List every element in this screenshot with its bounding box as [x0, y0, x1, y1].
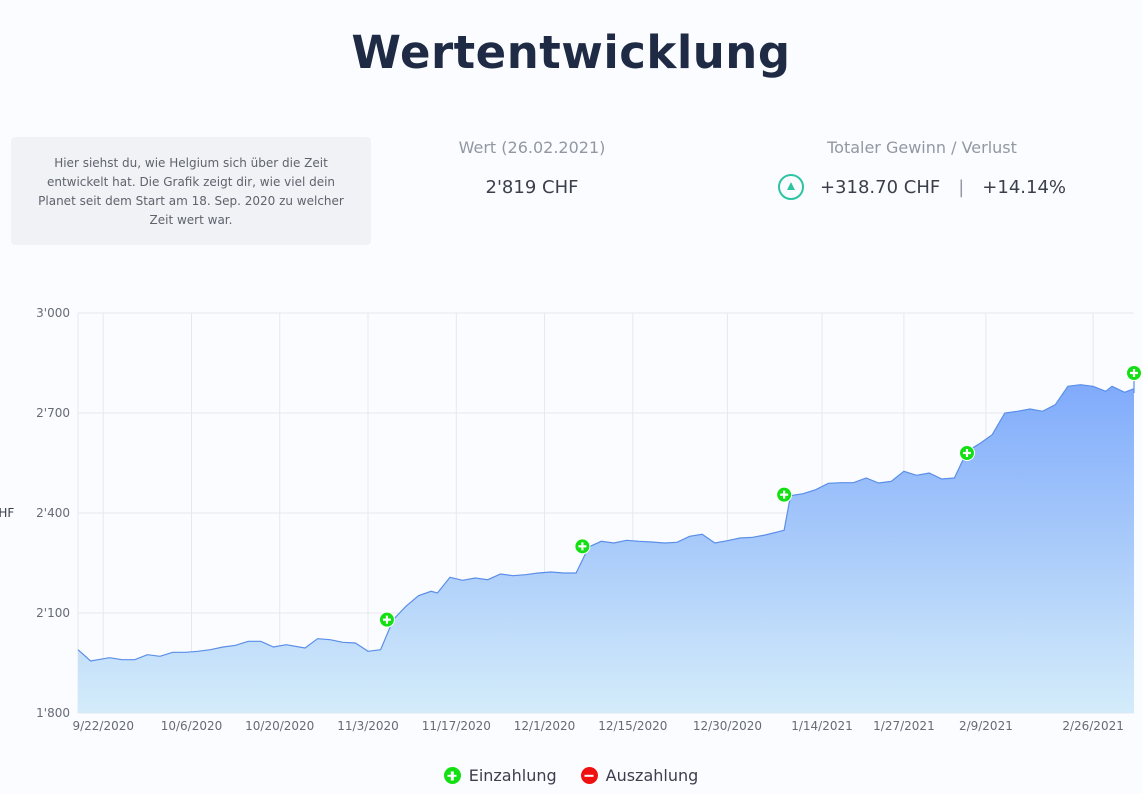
series-line: [77, 373, 1135, 662]
info-box: Hier siehst du, wie Helgium sich über di…: [11, 137, 371, 245]
x-tick-label: 12/15/2020: [598, 719, 667, 733]
gain-percent: +14.14%: [982, 176, 1067, 198]
value-label: Wert (26.02.2021): [458, 138, 606, 157]
chart-area-layer: [77, 373, 1135, 713]
page-title: Wertentwicklung: [351, 26, 791, 79]
x-tick-label: 2/26/2021: [1062, 719, 1124, 733]
x-tick-label: 12/1/2020: [514, 719, 576, 733]
x-tick-label: 10/20/2020: [245, 719, 314, 733]
legend-deposit[interactable]: Einzahlung: [443, 766, 557, 785]
legend-deposit-label: Einzahlung: [468, 766, 557, 785]
gain-values: +318.70 CHF | +14.14%: [772, 174, 1072, 200]
y-tick-label: 1'800: [36, 706, 70, 720]
chart-axis-labels: 1'800 2'100 2'400 2'700 3'000 9/22/2020 10/6/2…: [0, 306, 1124, 733]
deposit-marker: [378, 611, 395, 628]
x-tick-label: 12/30/2020: [693, 719, 762, 733]
series-area: [78, 373, 1134, 713]
x-tick-label: 11/3/2020: [337, 719, 399, 733]
arrow-up-circle-icon: [777, 174, 804, 200]
chart-markers: [378, 365, 1142, 628]
gain-separator: |: [958, 176, 965, 198]
value-amount: 2'819 CHF: [485, 177, 579, 198]
minus-circle-icon: [580, 767, 598, 784]
x-tick-label: 10/6/2020: [161, 719, 223, 733]
plus-circle-icon: [443, 767, 461, 784]
x-tick-label: 2/9/2021: [959, 719, 1013, 733]
x-tick-label: 1/27/2021: [873, 719, 935, 733]
x-tick-label: 9/22/2020: [72, 719, 134, 733]
performance-chart: 1'800 2'100 2'400 2'700 3'000 9/22/2020 10/6/2…: [0, 306, 1142, 733]
y-tick-label: 2'100: [36, 606, 70, 620]
value-stat: Wert (26.02.2021) 2'819 CHF: [432, 138, 632, 198]
x-tick-label: 11/17/2020: [422, 719, 491, 733]
deposit-marker: [1126, 365, 1142, 381]
gain-label: Totaler Gewinn / Verlust: [827, 138, 1017, 157]
y-tick-label: 2'400: [36, 506, 70, 520]
deposit-marker: [776, 486, 793, 503]
deposit-marker: [958, 445, 975, 461]
y-axis-label: CHF: [0, 506, 14, 520]
x-tick-label: 1/14/2021: [791, 719, 853, 733]
gain-absolute: +318.70 CHF: [819, 176, 941, 198]
gain-stat: Totaler Gewinn / Verlust +318.70 CHF | +…: [772, 138, 1072, 200]
legend-withdrawal[interactable]: Auszahlung: [580, 766, 699, 785]
legend-withdrawal-label: Auszahlung: [605, 766, 699, 785]
y-tick-label: 2'700: [36, 406, 70, 420]
y-tick-label: 3'000: [36, 306, 70, 320]
info-text: Hier siehst du, wie Helgium sich über di…: [38, 156, 344, 227]
chart-legend: Einzahlung Auszahlung: [0, 766, 1142, 785]
deposit-marker: [574, 538, 591, 555]
